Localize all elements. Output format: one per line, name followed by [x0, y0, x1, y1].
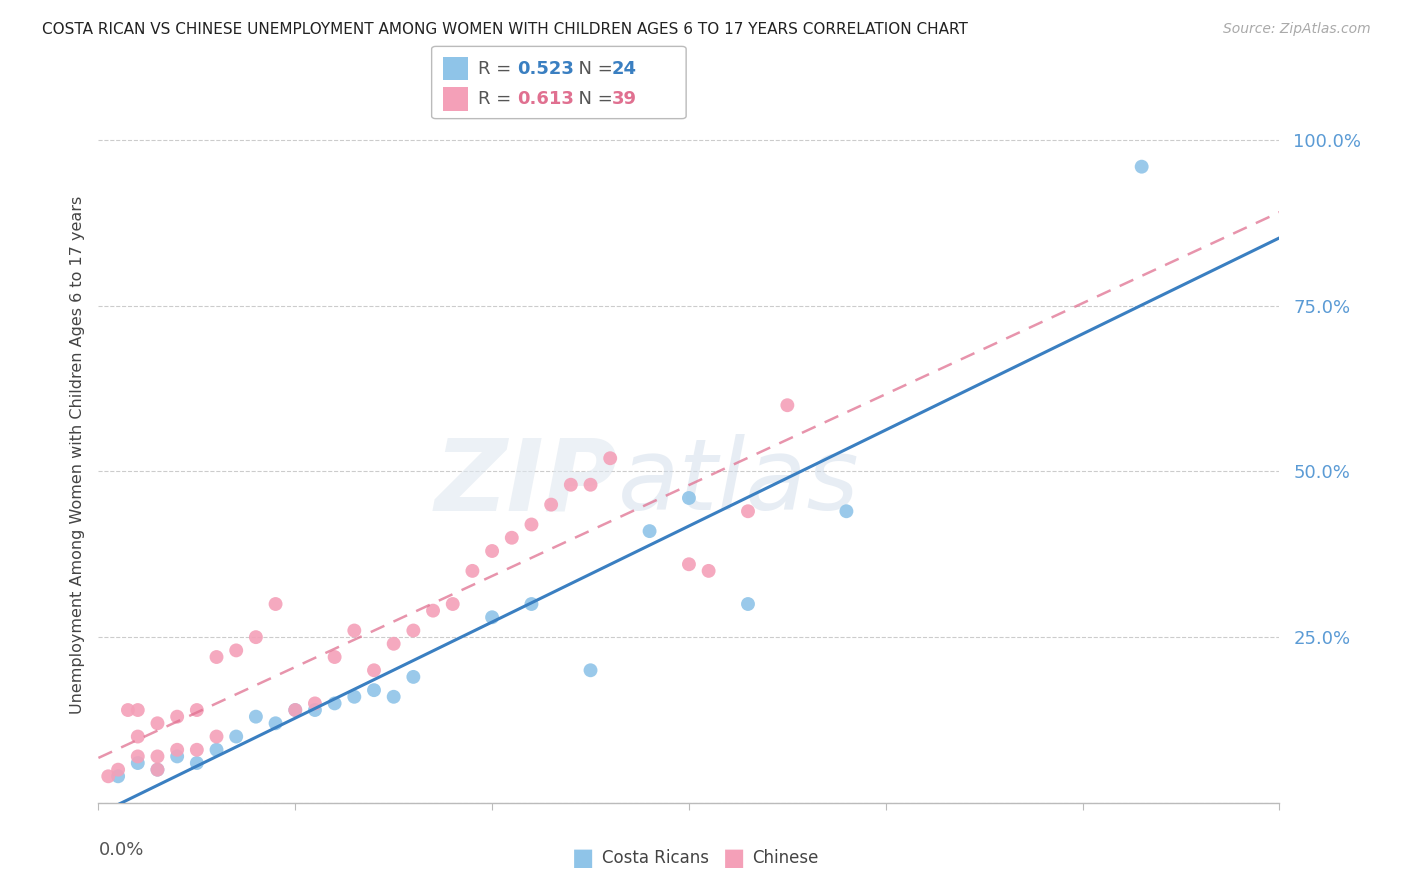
Text: R =: R = — [478, 60, 517, 78]
Point — [264, 716, 287, 731]
Point — [186, 756, 208, 770]
Point — [166, 709, 188, 723]
Point — [225, 643, 247, 657]
Y-axis label: Unemployment Among Women with Children Ages 6 to 17 years: Unemployment Among Women with Children A… — [69, 196, 84, 714]
Text: Chinese: Chinese — [752, 849, 818, 867]
Point — [363, 683, 385, 698]
Text: Costa Ricans: Costa Ricans — [602, 849, 709, 867]
Point — [146, 763, 169, 777]
Point — [205, 650, 228, 665]
Point — [127, 730, 149, 744]
Text: atlas: atlas — [619, 434, 859, 532]
Point — [166, 749, 188, 764]
Point — [186, 703, 208, 717]
Point — [323, 650, 346, 665]
Point — [323, 697, 346, 711]
Point — [461, 564, 484, 578]
Point — [441, 597, 464, 611]
Text: N =: N = — [567, 60, 619, 78]
Point — [1130, 160, 1153, 174]
Point — [284, 703, 307, 717]
Point — [186, 743, 208, 757]
Point — [284, 703, 307, 717]
Point — [579, 663, 602, 677]
Text: ZIP: ZIP — [434, 434, 619, 532]
Point — [363, 663, 385, 677]
Point — [540, 498, 562, 512]
Point — [97, 769, 120, 783]
Point — [402, 624, 425, 638]
Point — [737, 504, 759, 518]
Point — [520, 517, 543, 532]
Point — [146, 749, 169, 764]
Point — [343, 624, 366, 638]
Point — [166, 743, 188, 757]
Point — [501, 531, 523, 545]
Point — [697, 564, 720, 578]
Point — [127, 756, 149, 770]
Point — [678, 491, 700, 505]
Point — [835, 504, 858, 518]
Point — [678, 558, 700, 572]
Point — [343, 690, 366, 704]
Point — [599, 451, 621, 466]
Point — [776, 398, 799, 412]
Point — [382, 690, 405, 704]
Text: 0.613: 0.613 — [517, 90, 574, 108]
Point — [560, 477, 582, 491]
Point — [304, 703, 326, 717]
Point — [205, 743, 228, 757]
Point — [127, 749, 149, 764]
Point — [245, 709, 267, 723]
Point — [146, 763, 169, 777]
Point — [107, 769, 129, 783]
Point — [422, 604, 444, 618]
Text: 39: 39 — [612, 90, 637, 108]
Point — [127, 703, 149, 717]
Text: COSTA RICAN VS CHINESE UNEMPLOYMENT AMONG WOMEN WITH CHILDREN AGES 6 TO 17 YEARS: COSTA RICAN VS CHINESE UNEMPLOYMENT AMON… — [42, 22, 969, 37]
Text: 0.523: 0.523 — [517, 60, 574, 78]
Text: Source: ZipAtlas.com: Source: ZipAtlas.com — [1223, 22, 1371, 37]
Point — [579, 477, 602, 491]
Point — [402, 670, 425, 684]
Point — [304, 697, 326, 711]
Point — [225, 730, 247, 744]
Point — [245, 630, 267, 644]
Point — [382, 637, 405, 651]
Text: ■: ■ — [723, 847, 745, 870]
Text: 24: 24 — [612, 60, 637, 78]
Text: R =: R = — [478, 90, 517, 108]
Text: 0.0%: 0.0% — [98, 841, 143, 859]
Point — [146, 716, 169, 731]
Text: ■: ■ — [572, 847, 595, 870]
Point — [264, 597, 287, 611]
Point — [520, 597, 543, 611]
Point — [205, 730, 228, 744]
Point — [638, 524, 661, 538]
Point — [481, 610, 503, 624]
Point — [117, 703, 139, 717]
Point — [107, 763, 129, 777]
Point — [481, 544, 503, 558]
Point — [737, 597, 759, 611]
Text: N =: N = — [567, 90, 619, 108]
